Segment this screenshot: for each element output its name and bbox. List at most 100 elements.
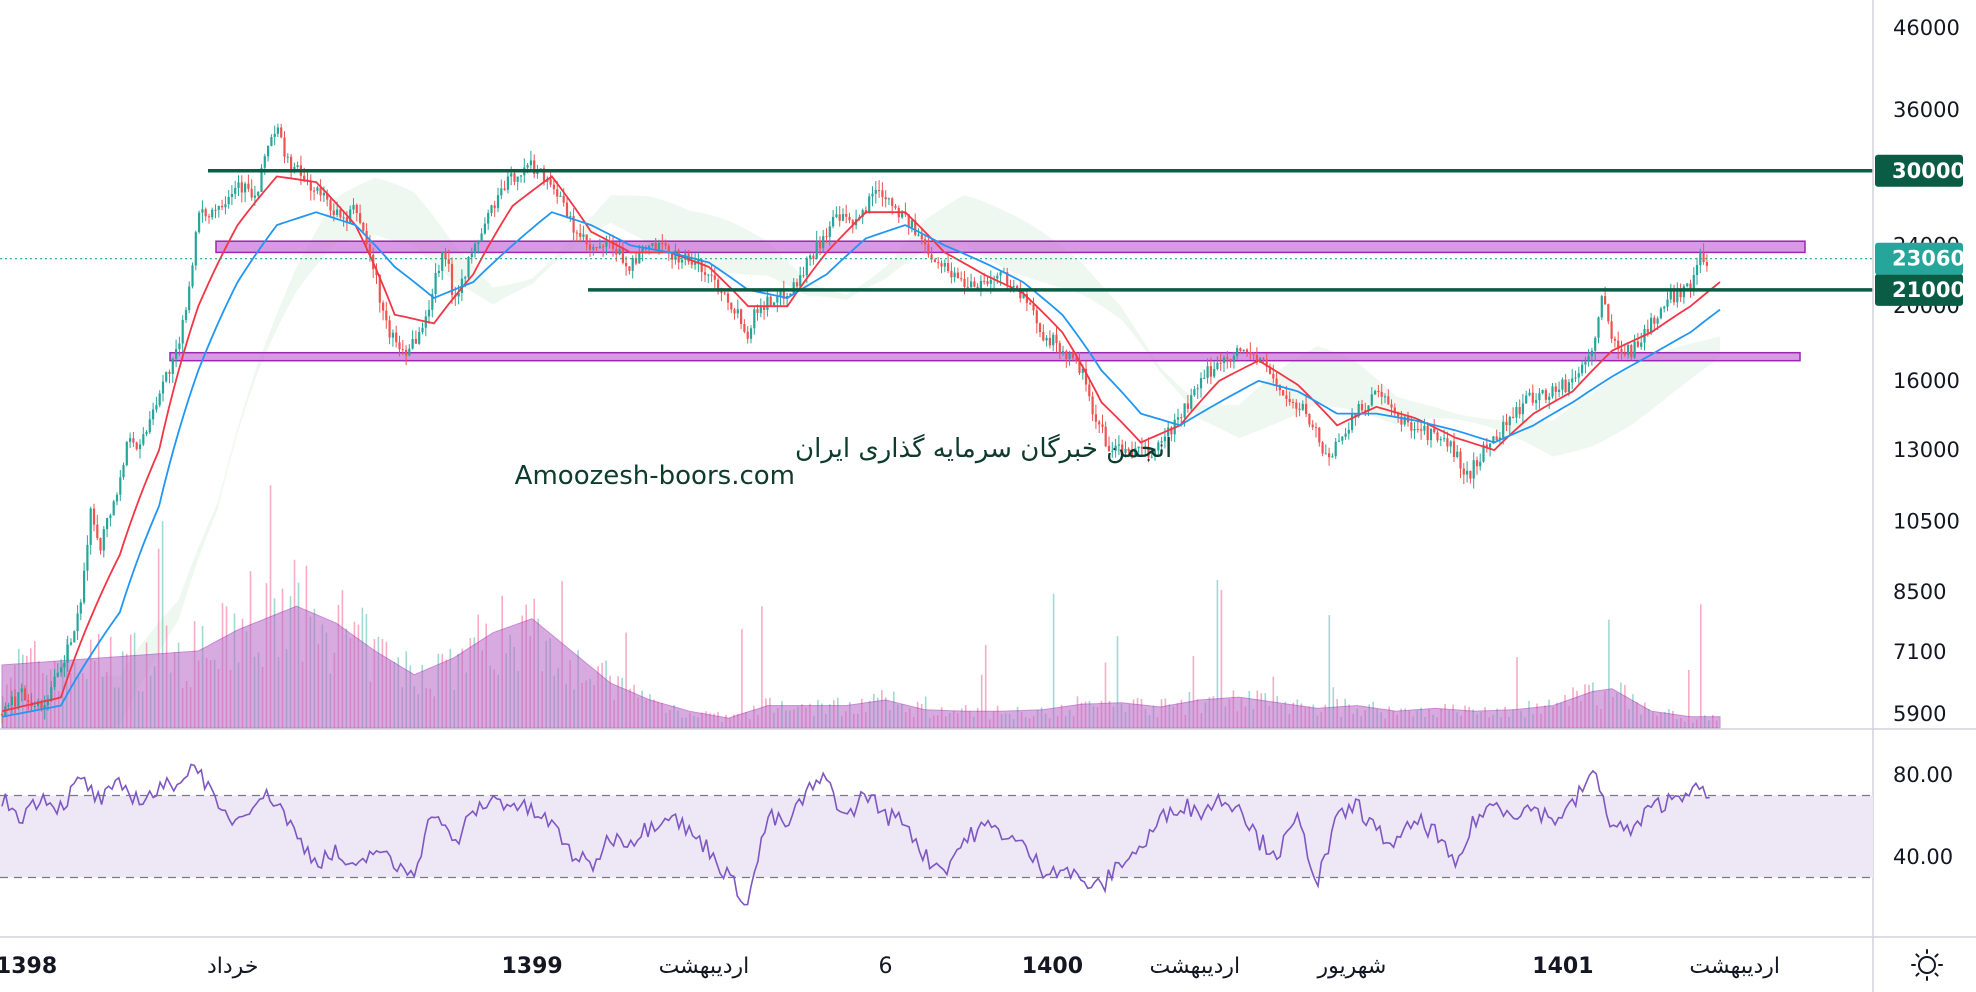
candle-body (542, 168, 546, 182)
candle-body (710, 274, 713, 276)
candle-body (1249, 352, 1252, 355)
sun-settings-icon[interactable] (1911, 949, 1943, 981)
candle-body (549, 178, 552, 185)
candle-body (1268, 366, 1272, 374)
candle-body (89, 508, 92, 545)
volume-bar (1216, 580, 1219, 728)
candle-body (1554, 386, 1557, 392)
candle-body (1170, 427, 1173, 435)
candle-body (736, 309, 739, 314)
candle-body (414, 339, 417, 344)
volume-bar (1328, 615, 1331, 728)
candle-body (1472, 460, 1475, 479)
candle-body (1429, 428, 1433, 441)
candle-body (585, 234, 588, 245)
candle-body (1531, 392, 1534, 403)
candle-body (339, 209, 342, 218)
candle-body (1318, 427, 1321, 443)
candle-body (1236, 348, 1239, 356)
candle-body (1042, 332, 1045, 341)
candle-body (1308, 414, 1311, 425)
candle-body (1134, 448, 1137, 455)
candle-body (178, 343, 181, 350)
candle-body (690, 261, 693, 265)
candle-body (1364, 410, 1367, 412)
candle-body (1101, 424, 1104, 427)
candle-body (1130, 451, 1134, 455)
price-tick-label: 7100 (1893, 640, 1946, 664)
time-axis-label: 1401 (1532, 954, 1593, 979)
rsi-axis[interactable]: 80.00 40.00 (1893, 763, 1953, 869)
candle-body (326, 192, 329, 200)
candle-body (1331, 456, 1334, 458)
candle-body (559, 195, 562, 197)
volume-bar (625, 632, 627, 728)
candle-body (1558, 389, 1561, 392)
candle-body (986, 281, 989, 284)
price-tag-box (1875, 154, 1963, 187)
candle-body (382, 302, 385, 311)
candle-body (970, 281, 973, 288)
candle-body (1016, 286, 1019, 289)
candle-body (937, 262, 940, 264)
candle-body (887, 198, 890, 200)
candle-body (40, 701, 43, 710)
candle-body (1502, 421, 1505, 438)
candle-body (1144, 447, 1147, 449)
candle-body (1528, 392, 1531, 396)
candle-body (726, 293, 730, 303)
candle-body (1252, 354, 1255, 356)
candle-body (385, 310, 388, 321)
candle-body (411, 339, 414, 349)
volume-bar (1516, 657, 1518, 728)
candle-body (947, 263, 950, 271)
candle-body (1012, 286, 1015, 288)
candle-body (1196, 388, 1199, 390)
candle-body (1347, 429, 1350, 434)
price-axis[interactable]: 4600036000300002400020000160001300010500… (1893, 16, 1960, 726)
volume-bar (741, 629, 743, 728)
time-axis[interactable]: 1398 خرداد 1399 اردیبهشت 6 1400 اردیبهشت شهریور… (0, 954, 1780, 979)
candle-body (211, 209, 214, 218)
candle-body (956, 272, 959, 279)
candle-body (1590, 350, 1593, 357)
candle-body (871, 193, 874, 197)
candle-body (1114, 445, 1117, 451)
candle-body (1328, 453, 1331, 458)
candle-body (194, 232, 197, 266)
candle-body (1160, 441, 1163, 443)
candle-body (1183, 403, 1186, 418)
candle-body (1581, 364, 1584, 374)
candle-body (332, 210, 335, 215)
candle-body (405, 349, 408, 356)
candle-body (1337, 440, 1341, 442)
candle-body (1659, 308, 1662, 319)
time-axis-label: 1399 (501, 954, 562, 979)
candle-body (740, 309, 743, 324)
candle-body (171, 358, 174, 374)
candle-body (1025, 294, 1028, 303)
candle-body (1226, 357, 1229, 360)
candle-body (1190, 395, 1193, 409)
price-tick-label: 16000 (1893, 369, 1960, 393)
price-tick-label: 10500 (1893, 510, 1960, 534)
candle-body (1291, 402, 1295, 403)
candle-body (891, 198, 894, 207)
volume-bar (1192, 655, 1195, 728)
candle-body (142, 434, 145, 445)
candle-body (253, 195, 256, 198)
candle-body (1692, 275, 1695, 290)
candle-body (1104, 426, 1107, 447)
candle-body (1147, 447, 1150, 458)
candle-body (240, 182, 243, 193)
candle-body (217, 205, 220, 210)
candle-body (1436, 432, 1439, 441)
horizontal-levels[interactable] (0, 169, 1873, 292)
rsi-pane (0, 763, 1873, 906)
candle-body (1213, 369, 1216, 377)
candle-body (175, 349, 178, 359)
candle-body (1344, 433, 1347, 437)
candle-body (1597, 317, 1600, 338)
candle-body (349, 209, 352, 223)
